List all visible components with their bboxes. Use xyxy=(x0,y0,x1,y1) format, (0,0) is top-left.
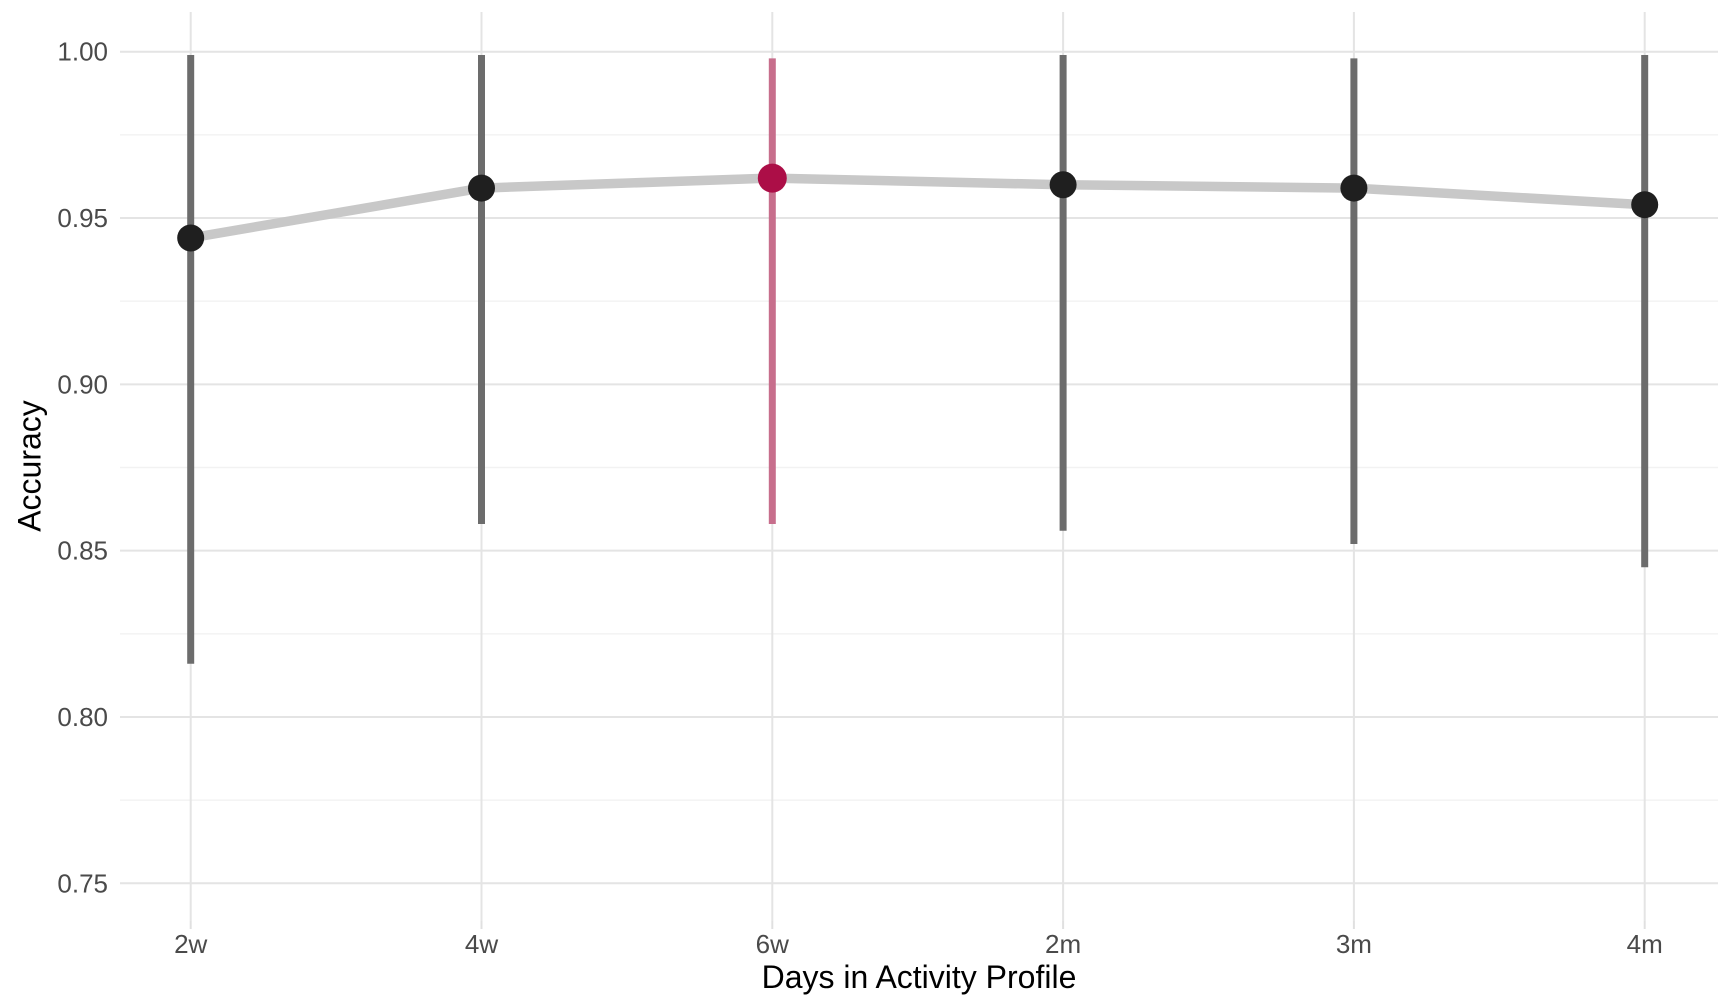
data-point xyxy=(1049,171,1077,199)
y-axis-title: Accuracy xyxy=(11,400,48,532)
y-tick-label: 0.80 xyxy=(57,702,108,732)
trend-line xyxy=(185,173,1650,243)
y-tick-label: 0.95 xyxy=(57,203,108,233)
x-tick-label: 4m xyxy=(1627,929,1663,959)
x-tick-label: 6w xyxy=(756,929,789,959)
y-tick-label: 0.85 xyxy=(57,536,108,566)
y-tick-label: 0.90 xyxy=(57,369,108,399)
x-tick-label: 3m xyxy=(1336,929,1372,959)
x-tick-label: 4w xyxy=(465,929,498,959)
data-point xyxy=(468,174,495,202)
x-tick-label: 2w xyxy=(174,929,207,959)
x-axis-title: Days in Activity Profile xyxy=(761,959,1077,995)
data-point-highlight xyxy=(757,163,787,193)
y-tick-label: 0.75 xyxy=(57,868,108,898)
y-tick-label: 1.00 xyxy=(57,37,108,67)
x-tick-label: 2m xyxy=(1045,929,1081,959)
data-point xyxy=(1631,191,1659,219)
data-point xyxy=(177,224,205,252)
data-point xyxy=(1340,174,1368,202)
